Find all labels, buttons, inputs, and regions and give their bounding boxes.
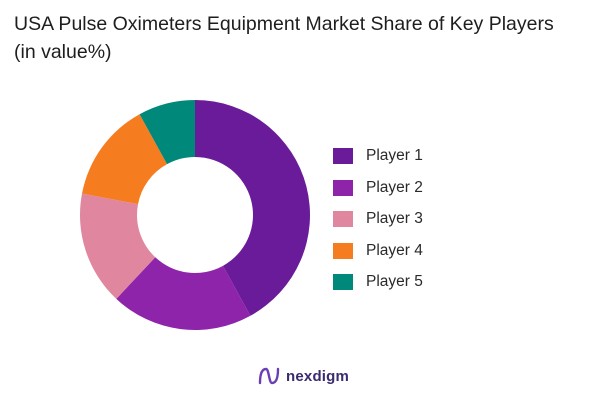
legend-item-player-3: Player 3 [333,208,423,230]
donut-slices [80,100,310,330]
legend-item-player-1: Player 1 [333,145,423,167]
nexdigm-logo-icon [258,367,280,385]
legend-swatch [333,148,353,164]
donut-slice-player-4 [82,114,168,205]
legend-label: Player 5 [366,273,423,290]
donut-slice-player-2 [116,257,251,330]
donut-slice-player-3 [80,193,156,299]
donut-slice-player-5 [139,100,195,165]
legend-label: Player 2 [366,178,423,196]
legend-item-player-5: Player 5 [333,271,423,293]
legend-item-player-4: Player 4 [333,240,423,262]
legend-swatch [333,179,353,196]
legend-swatch [333,211,353,227]
legend-item-player-2: Player 2 [333,177,423,199]
chart-title: USA Pulse Oximeters Equipment Market Sha… [14,13,554,63]
legend-label: Player 3 [366,210,423,227]
chart-legend: Player 1 Player 2 Player 3 Player 4 Play… [333,145,423,303]
legend-label: Player 1 [366,147,423,164]
legend-swatch [333,274,353,290]
donut-slice-player-1 [195,100,310,316]
brand-logo: nexdigm [258,366,349,386]
legend-swatch [333,242,353,259]
brand-name: nexdigm [286,367,350,385]
legend-label: Player 4 [366,241,423,259]
